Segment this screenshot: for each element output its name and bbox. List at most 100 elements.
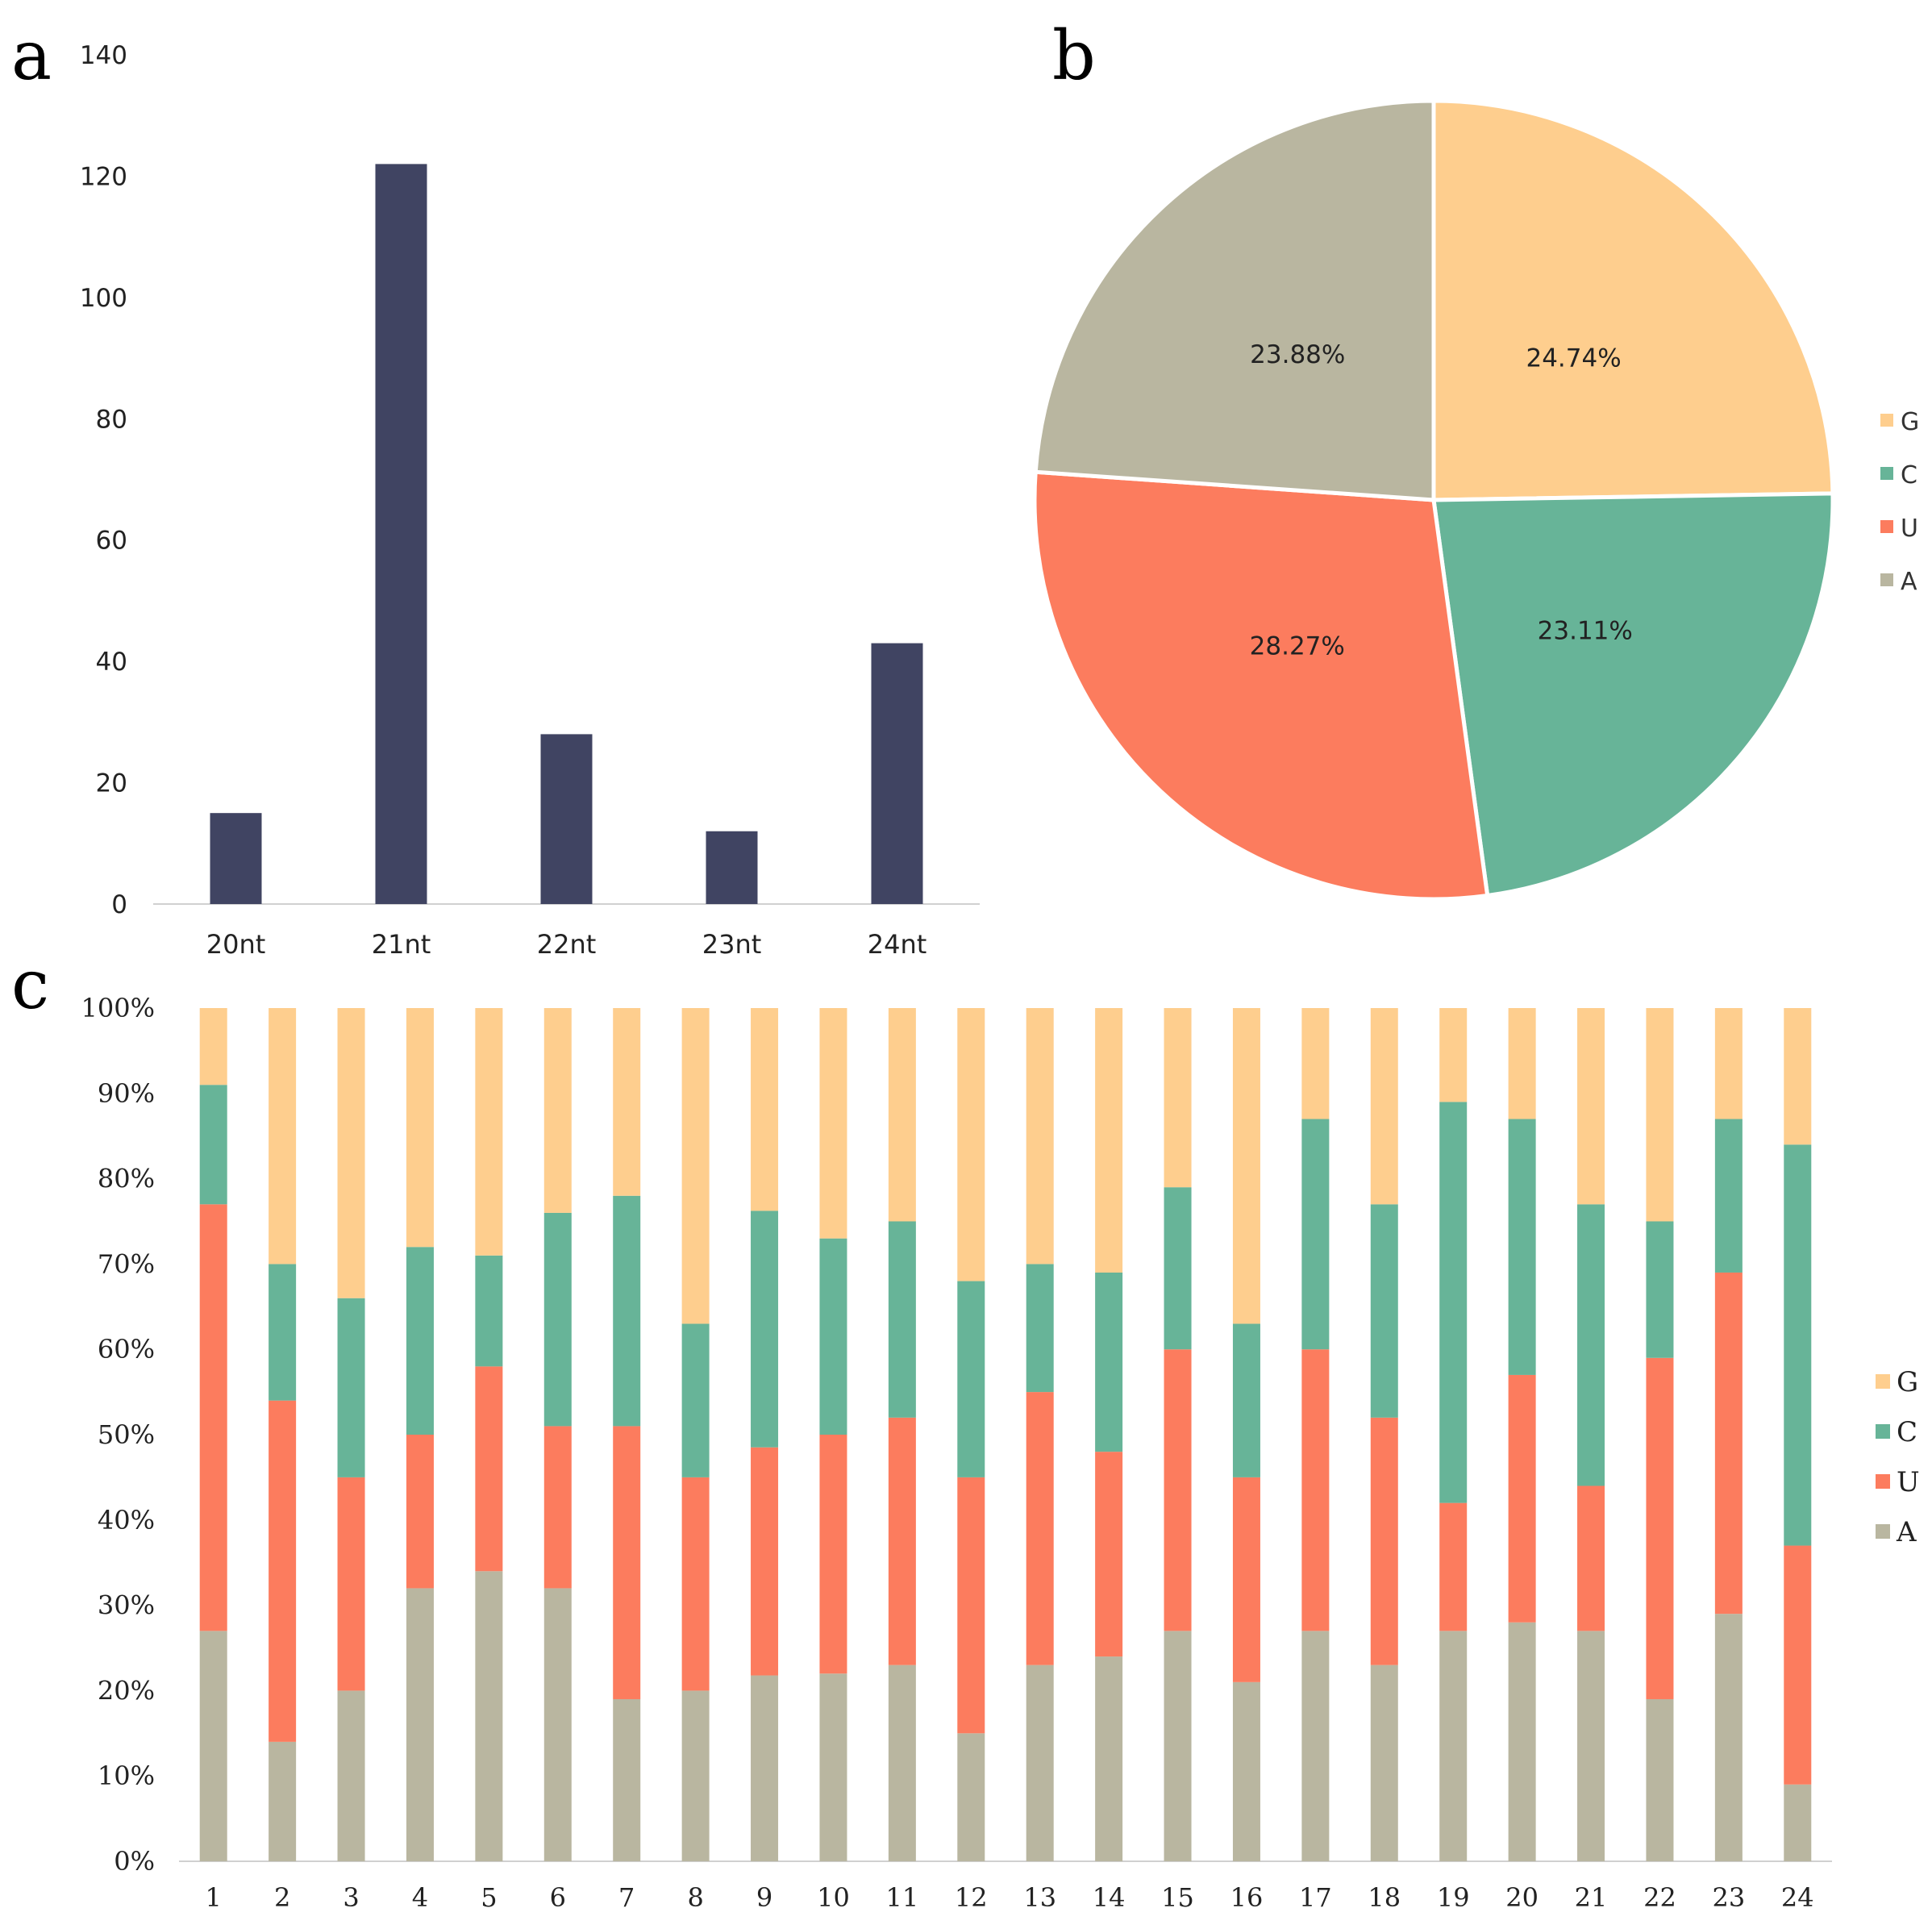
bar-segment-U-10 bbox=[819, 1435, 847, 1674]
bar-segment-A-6 bbox=[543, 1588, 572, 1861]
legend-label: A bbox=[1896, 1516, 1917, 1548]
bar-segment-A-16 bbox=[1232, 1681, 1260, 1861]
bar-segment-U-24 bbox=[1784, 1545, 1812, 1785]
bar-segment-G-4 bbox=[406, 1008, 434, 1248]
pie-slice-G bbox=[1431, 98, 1835, 502]
bar-segment-C-16 bbox=[1232, 1323, 1260, 1477]
pie-slice-C bbox=[1431, 491, 1835, 898]
legend-swatch-C bbox=[1880, 467, 1893, 480]
x-tick-label: 23 bbox=[1713, 1882, 1746, 1913]
bar-segment-U-16 bbox=[1232, 1477, 1260, 1682]
bar-segment-U-4 bbox=[406, 1435, 434, 1589]
bar-22nt bbox=[540, 734, 593, 904]
bar-segment-A-17 bbox=[1301, 1631, 1330, 1861]
bar-21nt bbox=[375, 164, 427, 904]
y-tick-label: 30% bbox=[98, 1590, 155, 1621]
bar-segment-A-14 bbox=[1095, 1656, 1123, 1861]
y-tick-label: 120 bbox=[80, 162, 127, 191]
x-tick-label: 24nt bbox=[868, 929, 927, 960]
legend-swatch-C bbox=[1876, 1424, 1890, 1439]
bar-segment-G-15 bbox=[1164, 1008, 1192, 1188]
bar-segment-C-3 bbox=[337, 1298, 365, 1477]
x-tick-label: 19 bbox=[1437, 1882, 1470, 1913]
panel-letter-b: b bbox=[1052, 16, 1096, 95]
bar-segment-C-15 bbox=[1164, 1187, 1192, 1350]
bar-segment-U-17 bbox=[1301, 1349, 1330, 1631]
bar-segment-G-23 bbox=[1714, 1008, 1743, 1119]
x-tick-label: 17 bbox=[1299, 1882, 1332, 1913]
bar-segment-C-18 bbox=[1370, 1204, 1398, 1418]
bar-segment-G-14 bbox=[1095, 1008, 1123, 1273]
bar-segment-C-7 bbox=[613, 1195, 641, 1427]
bar-segment-G-5 bbox=[475, 1008, 503, 1256]
x-tick-label: 12 bbox=[955, 1882, 988, 1913]
y-tick-label: 20 bbox=[96, 769, 127, 798]
x-tick-label: 20 bbox=[1505, 1882, 1539, 1913]
y-tick-label: 90% bbox=[98, 1078, 155, 1109]
bar-segment-C-5 bbox=[475, 1255, 503, 1367]
x-tick-label: 22nt bbox=[537, 929, 597, 960]
bar-segment-C-10 bbox=[819, 1238, 847, 1435]
x-tick-label: 2 bbox=[274, 1882, 290, 1913]
bar-segment-C-24 bbox=[1784, 1144, 1812, 1546]
bar-segment-A-22 bbox=[1646, 1698, 1674, 1861]
bar-segment-U-13 bbox=[1026, 1392, 1054, 1665]
bar-segment-G-10 bbox=[819, 1008, 847, 1239]
bar-segment-U-8 bbox=[681, 1477, 710, 1691]
bar-segment-U-12 bbox=[957, 1477, 985, 1734]
y-tick-label: 0% bbox=[114, 1846, 155, 1877]
x-tick-label: 15 bbox=[1161, 1882, 1194, 1913]
bar-segment-U-21 bbox=[1577, 1485, 1605, 1631]
bar-segment-C-2 bbox=[269, 1264, 297, 1401]
x-tick-label: 16 bbox=[1230, 1882, 1264, 1913]
bar-24nt bbox=[871, 643, 923, 904]
y-tick-label: 80% bbox=[98, 1164, 155, 1194]
bar-segment-C-20 bbox=[1508, 1119, 1536, 1375]
x-tick-label: 4 bbox=[412, 1882, 428, 1913]
legend-label: C bbox=[1901, 461, 1917, 490]
y-tick-label: 100% bbox=[81, 993, 155, 1023]
x-tick-label: 1 bbox=[206, 1882, 222, 1913]
y-tick-label: 100 bbox=[80, 284, 127, 313]
legend-label: U bbox=[1897, 1466, 1920, 1498]
pie-data-label: 28.27% bbox=[1250, 632, 1345, 661]
x-tick-label: 7 bbox=[618, 1882, 635, 1913]
bar-segment-G-24 bbox=[1784, 1008, 1812, 1145]
bar-segment-G-21 bbox=[1577, 1008, 1605, 1205]
bar-segment-G-11 bbox=[888, 1008, 916, 1222]
chart-c-positional-base-stacked: 0%10%20%30%40%50%60%70%80%90%100%1 2 3 4 5 6 7… bbox=[81, 993, 1920, 1913]
bar-segment-C-17 bbox=[1301, 1119, 1330, 1350]
bar-segment-A-21 bbox=[1577, 1631, 1605, 1861]
bar-segment-A-10 bbox=[819, 1673, 847, 1861]
y-tick-label: 40% bbox=[98, 1505, 155, 1535]
bar-segment-A-23 bbox=[1714, 1614, 1743, 1861]
pie-data-label: 24.74% bbox=[1526, 344, 1621, 373]
y-tick-label: 50% bbox=[98, 1419, 155, 1450]
x-tick-label: 8 bbox=[687, 1882, 703, 1913]
bar-segment-U-1 bbox=[199, 1204, 227, 1631]
bar-segment-U-15 bbox=[1164, 1349, 1192, 1631]
bar-segment-A-7 bbox=[613, 1698, 641, 1861]
legend-label: A bbox=[1901, 568, 1917, 596]
y-tick-label: 10% bbox=[98, 1760, 155, 1791]
bar-segment-C-14 bbox=[1095, 1272, 1123, 1452]
bar-segment-C-1 bbox=[199, 1085, 227, 1205]
bar-segment-U-23 bbox=[1714, 1272, 1743, 1615]
bar-segment-A-24 bbox=[1784, 1784, 1812, 1861]
bar-segment-G-1 bbox=[199, 1008, 227, 1085]
bar-segment-G-17 bbox=[1301, 1008, 1330, 1119]
bar-segment-G-9 bbox=[751, 1008, 779, 1211]
bar-segment-G-3 bbox=[337, 1008, 365, 1298]
pie-slice-U bbox=[1032, 469, 1490, 902]
bar-segment-U-20 bbox=[1508, 1374, 1536, 1623]
bar-segment-U-18 bbox=[1370, 1417, 1398, 1665]
x-tick-label: 14 bbox=[1093, 1882, 1126, 1913]
bar-segment-U-2 bbox=[269, 1400, 297, 1742]
x-tick-label: 23nt bbox=[702, 929, 762, 960]
bar-segment-U-22 bbox=[1646, 1357, 1674, 1699]
legend-swatch-U bbox=[1876, 1474, 1890, 1489]
bar-segment-A-18 bbox=[1370, 1665, 1398, 1861]
bar-segment-C-9 bbox=[751, 1210, 779, 1448]
bar-segment-C-4 bbox=[406, 1247, 434, 1435]
